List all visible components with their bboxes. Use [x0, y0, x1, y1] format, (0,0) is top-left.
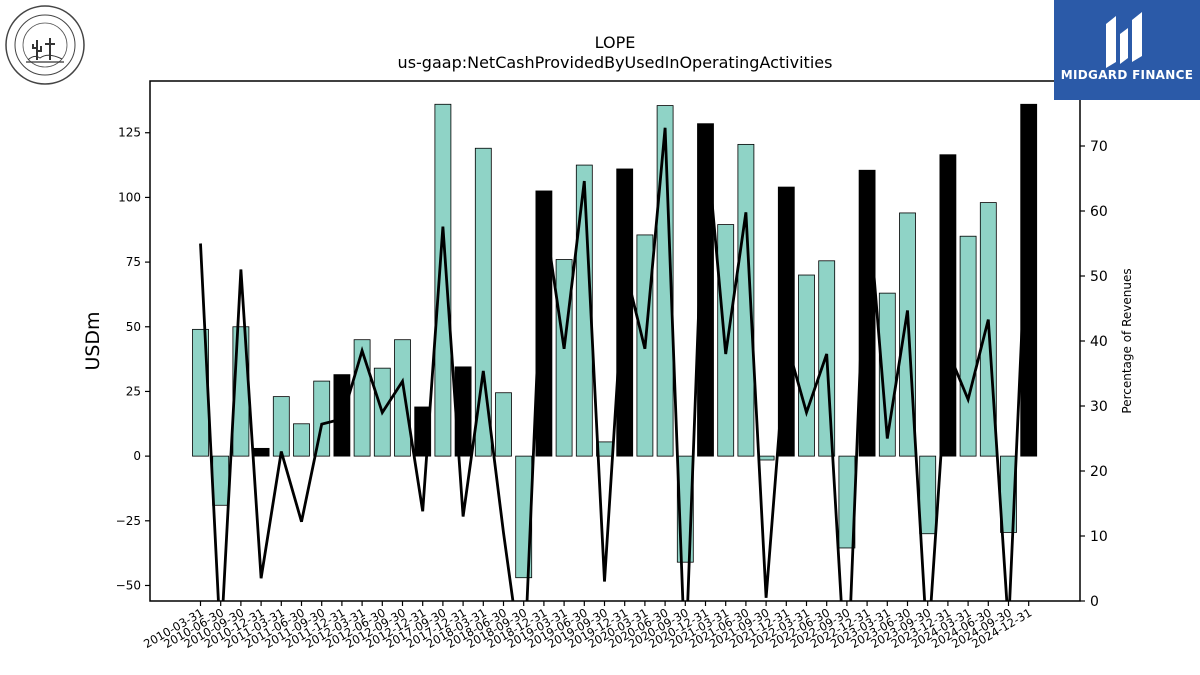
bar — [919, 455, 937, 535]
y-tick-label: 0 — [133, 449, 141, 463]
plot-area: −50−2502550751001250102030405060702010-0… — [116, 80, 1108, 651]
y-right-tick-label: 70 — [1090, 139, 1108, 155]
y-tick-label: 100 — [118, 190, 141, 204]
chart-subtitle: us-gaap:NetCashProvidedByUsedInOperating… — [398, 53, 833, 72]
y-right-tick-label: 60 — [1090, 204, 1108, 220]
y-tick-label: 75 — [126, 255, 141, 269]
bar — [434, 103, 452, 457]
bar — [798, 274, 815, 457]
bar — [535, 190, 553, 457]
brand-logo-box: MIDGARD FINANCE — [1054, 0, 1200, 100]
bar — [616, 168, 634, 457]
bar — [939, 154, 957, 457]
line-series-group — [199, 127, 1031, 601]
y-tick-label: 125 — [118, 126, 141, 140]
bar — [474, 147, 492, 457]
bar — [495, 392, 512, 457]
bar — [737, 143, 755, 457]
university-seal-logo — [5, 5, 85, 85]
y-tick-label: −25 — [116, 514, 141, 528]
bar — [394, 339, 411, 457]
bar — [757, 455, 775, 461]
y-axis-label: USDm — [82, 311, 104, 370]
brand-logo-icon — [1106, 12, 1142, 68]
bar — [293, 423, 310, 457]
y-right-tick-label: 30 — [1090, 399, 1108, 415]
bar — [353, 339, 371, 457]
bar — [252, 447, 270, 457]
bar-series — [192, 103, 1038, 579]
bar — [272, 396, 290, 457]
bar — [959, 235, 977, 457]
bar — [1020, 103, 1038, 457]
y-tick-label: −50 — [116, 578, 141, 592]
bar — [212, 455, 230, 506]
y-right-tick-label: 50 — [1090, 269, 1108, 285]
bar — [555, 259, 573, 457]
line-series — [199, 127, 1031, 601]
brand-name: MIDGARD FINANCE — [1060, 68, 1194, 82]
y-axis-right-label: Percentage of Revenues — [1120, 268, 1134, 413]
y-right-tick-label: 10 — [1090, 529, 1108, 545]
y-right-tick-label: 40 — [1090, 334, 1108, 350]
y-tick-label: 25 — [126, 384, 141, 398]
y-right-tick-label: 20 — [1090, 464, 1108, 480]
bar — [656, 105, 674, 457]
chart-title: LOPE — [595, 33, 636, 52]
y-right-tick-label: 0 — [1090, 594, 1099, 610]
y-tick-label: 50 — [126, 320, 141, 334]
